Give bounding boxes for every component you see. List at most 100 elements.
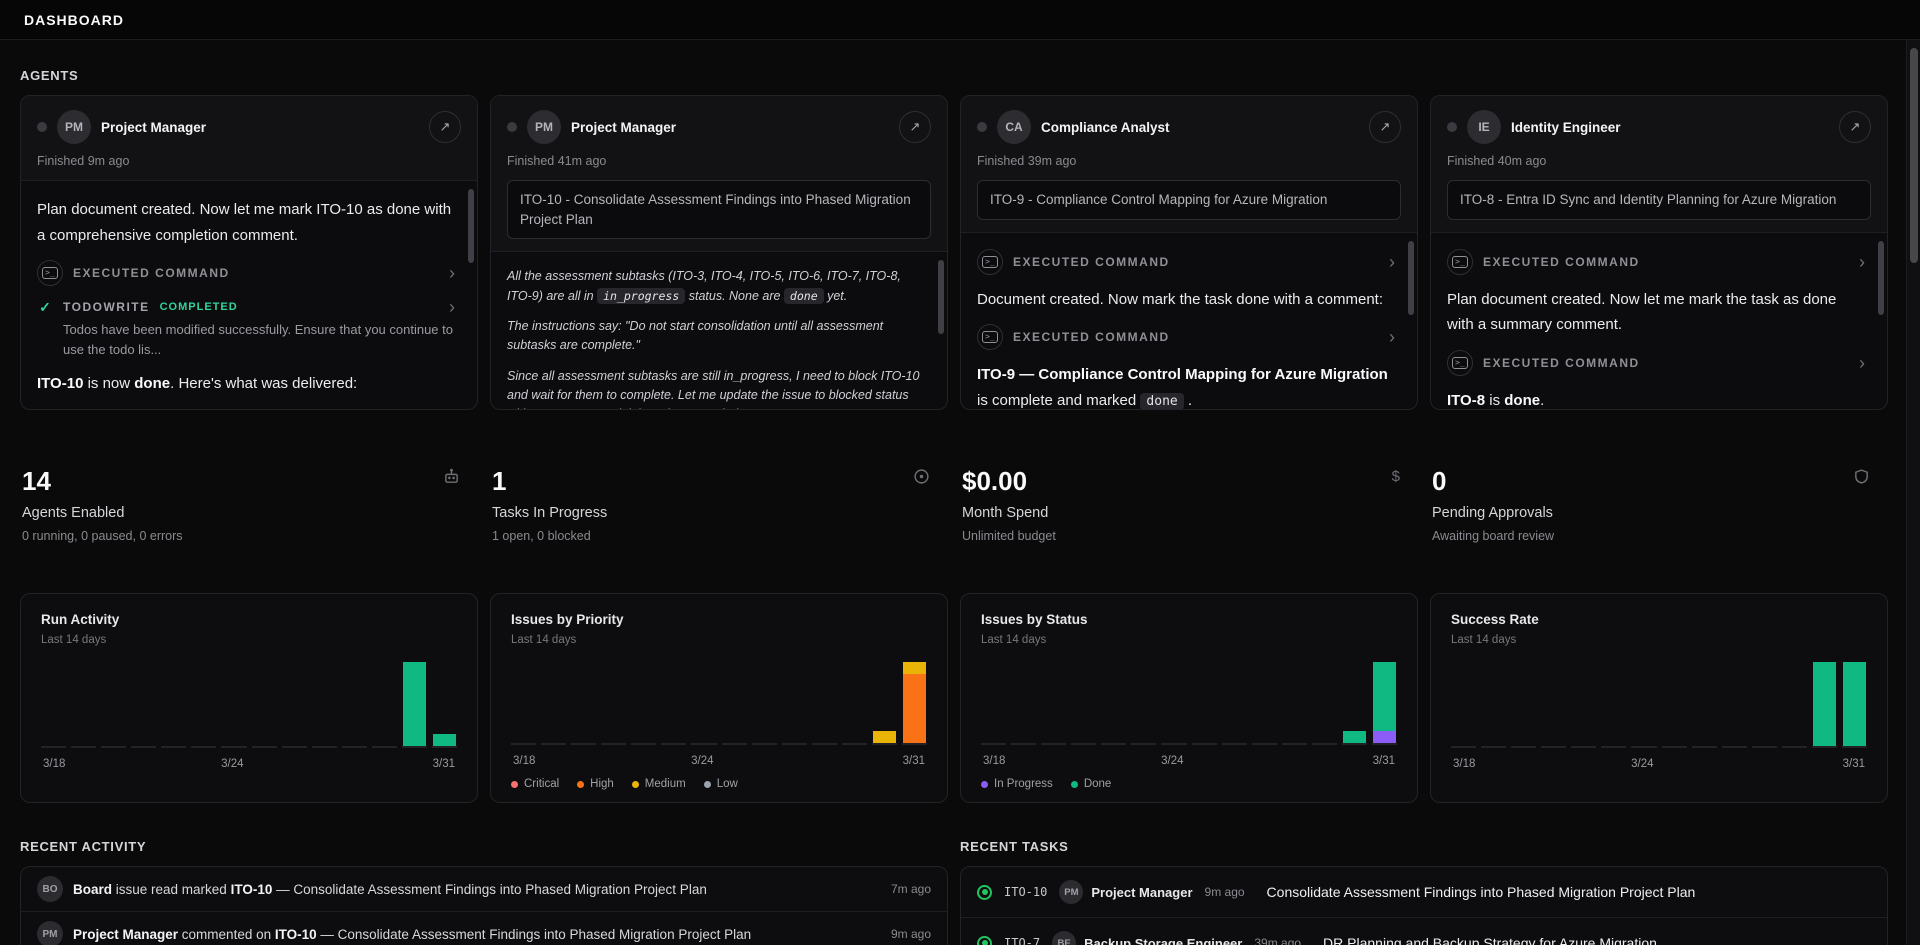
executed-command-label: EXECUTED COMMAND — [1483, 355, 1640, 370]
stat-month-spend: $0.00 Month Spend Unlimited budget $ — [960, 462, 1418, 547]
chart-issues-by-status: Issues by Status Last 14 days 3/18 3/24 … — [960, 593, 1418, 803]
recent-tasks-list: ITO-10 PM Project Manager 9m ago Consoli… — [960, 866, 1888, 945]
legend-item: Low — [703, 778, 738, 790]
stat-agents-enabled: 14 Agents Enabled 0 running, 0 paused, 0… — [20, 462, 478, 547]
stats-row: 14 Agents Enabled 0 running, 0 paused, 0… — [20, 462, 1888, 547]
task-row[interactable]: ITO-7 BE Backup Storage Engineer 39m ago… — [961, 918, 1887, 945]
open-agent-button[interactable]: ↗ — [429, 111, 461, 143]
agent-name: Backup Storage Engineer — [1084, 935, 1243, 945]
target-icon — [913, 468, 930, 485]
window-scrollbar[interactable] — [1906, 40, 1920, 945]
task-id: ITO-7 — [1004, 936, 1041, 945]
actor-avatar: PM — [37, 921, 63, 945]
stat-subtext: 1 open, 0 blocked — [492, 529, 591, 543]
stat-value: 1 — [492, 466, 507, 496]
x-axis-ticks: 3/18 3/24 3/31 — [983, 754, 1395, 767]
agent-task-box[interactable]: ITO-8 - Entra ID Sync and Identity Plann… — [1447, 180, 1871, 220]
agent-name: Project Manager — [571, 119, 677, 135]
divider — [961, 231, 1417, 233]
agent-status-dot — [1447, 122, 1457, 132]
robot-icon — [443, 468, 460, 485]
legend-item: Medium — [631, 778, 686, 790]
bar-plot — [981, 662, 1398, 745]
agent-task-box[interactable]: ITO-9 - Compliance Control Mapping for A… — [977, 180, 1401, 220]
open-agent-button[interactable]: ↗ — [1839, 111, 1871, 143]
stat-subtext: 0 running, 0 paused, 0 errors — [22, 529, 183, 543]
bar-plot — [511, 662, 928, 745]
agent-card-header: IE Identity Engineer ↗ Finished 40m ago … — [1431, 96, 1887, 232]
chevron-right-icon: › — [1859, 251, 1865, 272]
agent-message: Plan document created. Now let me mark I… — [37, 201, 452, 244]
stat-value: $0.00 — [962, 466, 1028, 496]
task-row[interactable]: ITO-10 PM Project Manager 9m ago Consoli… — [961, 867, 1887, 918]
divider — [1431, 231, 1887, 233]
card-scrollbar[interactable] — [938, 260, 944, 335]
legend-item: Done — [1070, 778, 1111, 790]
status-chip: in_progress — [597, 287, 686, 304]
agent-transcript[interactable]: >_ EXECUTED COMMAND › Document created. … — [961, 233, 1417, 409]
charts-row: Run Activity Last 14 days 3/18 3/24 3/31… — [20, 593, 1888, 803]
activity-text: Board issue read marked ITO-10 — Consoli… — [73, 881, 707, 897]
activity-row[interactable]: BO Board issue read marked ITO-10 — Cons… — [21, 867, 947, 912]
shield-icon — [1853, 468, 1870, 485]
chart-subtitle: Last 14 days — [511, 634, 577, 646]
agent-message: Comprehensive Phased Migration Plan — vi… — [37, 409, 455, 410]
open-agent-button[interactable]: ↗ — [1369, 111, 1401, 143]
external-link-icon: ↗ — [1849, 119, 1861, 134]
stat-subtext: Awaiting board review — [1432, 529, 1555, 543]
agent-name: Identity Engineer — [1511, 119, 1621, 135]
bottom-lists: RECENT ACTIVITY BO Board issue read mark… — [20, 839, 1888, 945]
task-title: Consolidate Assessment Findings into Pha… — [1266, 884, 1696, 900]
external-link-icon: ↗ — [439, 119, 451, 134]
executed-command-row[interactable]: >_ EXECUTED COMMAND › — [977, 248, 1395, 275]
executed-command-row[interactable]: >_ EXECUTED COMMAND › — [1447, 349, 1865, 376]
terminal-icon: >_ — [977, 248, 1003, 275]
agent-transcript[interactable]: All the assessment subtasks (ITO-3, ITO-… — [491, 252, 947, 409]
recent-activity-section: RECENT ACTIVITY BO Board issue read mark… — [20, 839, 948, 945]
executed-command-label: EXECUTED COMMAND — [1013, 330, 1170, 345]
page-title: DASHBOARD — [24, 11, 124, 28]
executed-command-row[interactable]: >_ EXECUTED COMMAND › — [977, 324, 1395, 351]
task-agent: PM Project Manager — [1059, 880, 1193, 904]
agent-name: Project Manager — [1091, 884, 1193, 900]
agent-message: ITO-8 is done. — [1447, 391, 1545, 409]
agent-transcript[interactable]: Plan document created. Now let me mark I… — [21, 181, 477, 409]
agent-card-compliance-analyst: CA Compliance Analyst ↗ Finished 39m ago… — [960, 95, 1418, 410]
activity-row[interactable]: PM Project Manager commented on ITO-10 —… — [21, 912, 947, 945]
agent-name: Project Manager — [101, 119, 207, 135]
agent-status-dot — [37, 122, 47, 132]
card-scrollbar[interactable] — [1408, 240, 1414, 315]
chart-subtitle: Last 14 days — [41, 634, 107, 646]
topbar: DASHBOARD — [0, 0, 1920, 40]
agent-transcript[interactable]: >_ EXECUTED COMMAND › Plan document crea… — [1431, 233, 1887, 409]
executed-command-label: EXECUTED COMMAND — [73, 266, 230, 280]
todowrite-row[interactable]: ✓ TODOWRITE COMPLETED › — [37, 298, 455, 316]
external-link-icon: ↗ — [1379, 119, 1391, 134]
card-scrollbar[interactable] — [1878, 240, 1884, 315]
executed-command-row[interactable]: >_ EXECUTED COMMAND › — [37, 260, 455, 286]
stat-subtext: Unlimited budget — [962, 529, 1056, 543]
x-axis-ticks: 3/18 3/24 3/31 — [43, 758, 455, 770]
recent-activity-label: RECENT ACTIVITY — [20, 839, 147, 854]
task-time: 39m ago — [1254, 936, 1302, 945]
executed-command-row[interactable]: >_ EXECUTED COMMAND › — [1447, 248, 1865, 275]
card-scrollbar[interactable] — [468, 189, 474, 263]
agents-section-label: AGENTS — [20, 68, 79, 83]
task-status-icon — [977, 935, 992, 945]
open-agent-button[interactable]: ↗ — [899, 111, 931, 143]
chevron-right-icon: › — [449, 297, 455, 317]
agent-message: ITO-10 is now done. Here's what was deli… — [37, 375, 358, 392]
external-link-icon: ↗ — [909, 119, 921, 134]
status-chip: done — [1140, 392, 1184, 409]
terminal-icon: >_ — [1447, 248, 1473, 275]
stat-label: Agents Enabled — [22, 505, 125, 521]
agent-finished-label: Finished 39m ago — [977, 154, 1077, 168]
chart-subtitle: Last 14 days — [1451, 634, 1517, 646]
window-scrollbar-thumb[interactable] — [1910, 48, 1918, 263]
agent-task-box[interactable]: ITO-10 - Consolidate Assessment Findings… — [507, 180, 931, 240]
chevron-right-icon: › — [1389, 251, 1395, 272]
legend-item: High — [577, 778, 614, 790]
task-time: 9m ago — [1204, 885, 1245, 899]
stat-label: Tasks In Progress — [492, 505, 608, 521]
terminal-icon: >_ — [977, 324, 1003, 351]
